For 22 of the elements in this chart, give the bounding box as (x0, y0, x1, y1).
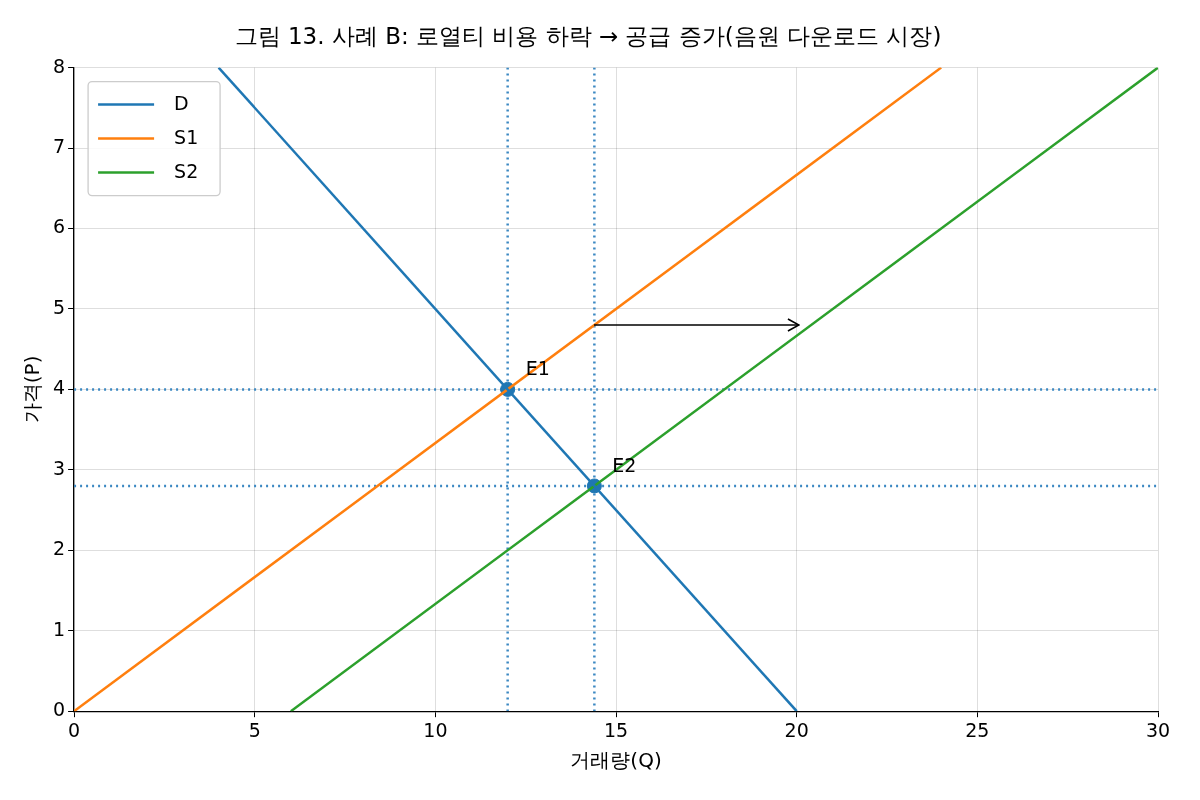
x-tick-label: 25 (965, 718, 990, 741)
y-axis-title: 가격(P) (20, 355, 45, 424)
y-tick-label: 3 (52, 456, 66, 479)
x-axis-title: 거래량(Q) (570, 748, 662, 773)
y-tick-label: 5 (52, 295, 66, 318)
y-tick-label: 8 (52, 54, 66, 77)
legend-label: D (174, 91, 189, 114)
y-tick-label: 4 (52, 376, 66, 399)
x-tick-label: 20 (784, 718, 809, 741)
y-tick-label: 0 (52, 698, 66, 721)
legend-label: S1 (174, 125, 199, 148)
x-tick-label: 5 (248, 718, 261, 741)
x-tick-label: 15 (603, 718, 629, 741)
y-tick-label: 6 (52, 215, 66, 238)
legend-label: S2 (174, 159, 199, 182)
x-tick-label: 0 (68, 718, 81, 741)
y-tick-label: 7 (52, 134, 66, 157)
x-tick-label: 10 (423, 718, 448, 741)
x-tick-label: 30 (1145, 718, 1171, 741)
y-tick-label: 2 (52, 537, 66, 560)
y-tick-label: 1 (52, 617, 66, 640)
chart-title: 그림 13. 사례 B: 로열티 비용 하락 → 공급 증가(음원 다운로드 시장) (234, 22, 942, 49)
